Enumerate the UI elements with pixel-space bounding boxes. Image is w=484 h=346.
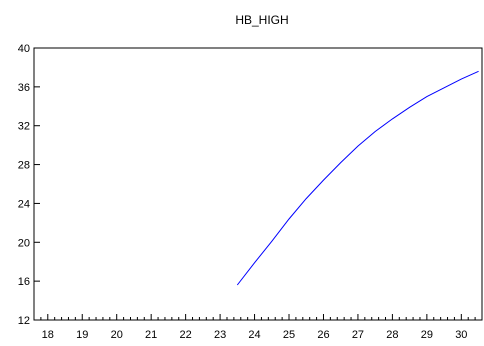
x-tick-label: 25 <box>283 329 295 341</box>
x-tick-label: 26 <box>317 329 329 341</box>
x-tick-label: 21 <box>145 329 157 341</box>
y-tick-label: 20 <box>18 237 30 249</box>
x-tick-label: 29 <box>421 329 433 341</box>
x-tick-label: 24 <box>248 329 260 341</box>
x-tick-label: 18 <box>42 329 54 341</box>
x-tick-label: 20 <box>111 329 123 341</box>
y-tick-label: 32 <box>18 121 30 133</box>
series-layer <box>236 70 479 286</box>
x-tick-label: 27 <box>352 329 364 341</box>
x-tick-label: 30 <box>455 329 467 341</box>
y-tick-label: 24 <box>18 198 30 210</box>
y-axis: 12 16 20 24 28 32 36 40 <box>18 43 40 327</box>
x-axis: 18 19 20 21 22 23 24 25 26 27 28 29 30 <box>33 314 483 341</box>
x-tick-label: 22 <box>180 329 192 341</box>
y-tick-label: 40 <box>18 43 30 55</box>
y-tick-label: 36 <box>18 82 30 94</box>
x-tick-label: 19 <box>76 329 88 341</box>
x-tick-label: 28 <box>386 329 398 341</box>
series-line <box>236 70 479 286</box>
y-tick-label: 16 <box>18 276 30 288</box>
chart-title: HB_HIGH <box>235 13 288 27</box>
x-tick-label: 23 <box>214 329 226 341</box>
plot-frame <box>33 47 483 321</box>
y-tick-label: 12 <box>18 315 30 327</box>
y-tick-label: 28 <box>18 160 30 172</box>
